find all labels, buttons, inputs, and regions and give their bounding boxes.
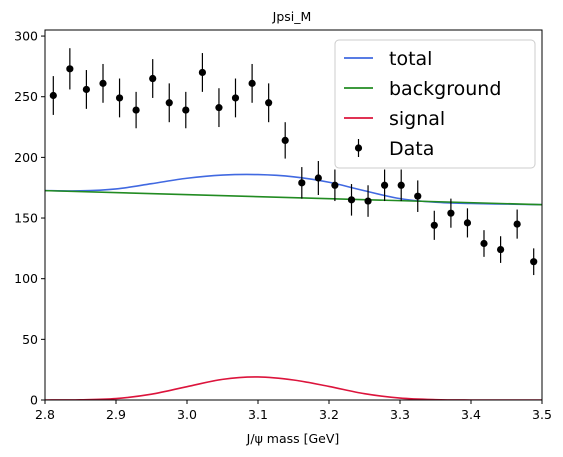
data-point [331, 181, 339, 189]
plot-frame [44, 29, 543, 401]
legend-box [334, 39, 536, 169]
data-point [513, 220, 521, 228]
x-tick-label: 2.8 [35, 407, 55, 422]
series-line-signal [45, 376, 542, 400]
x-tick-label: 3.0 [177, 407, 197, 422]
legend-label-signal: signal [389, 108, 445, 130]
series-line-total [45, 173, 542, 206]
legend: total background signal Data [334, 39, 536, 169]
x-tick-label: 3.1 [248, 407, 268, 422]
y-tick-label: 300 [14, 29, 38, 44]
y-tick-label: 250 [14, 89, 38, 104]
plot-area [45, 48, 542, 400]
y-tick-label: 50 [22, 332, 38, 347]
x-axis: 2.8 2.9 3.0 3.1 3.2 3.3 3.4 3.5 [35, 400, 552, 422]
data-point [49, 91, 57, 100]
y-tick-label: 0 [30, 393, 38, 408]
data-point [414, 192, 422, 200]
data-point [281, 136, 289, 144]
y-tick-label: 150 [14, 211, 38, 226]
legend-label-background: background [389, 78, 501, 100]
data-point [66, 65, 74, 73]
data-point [265, 99, 273, 107]
data-point [132, 106, 140, 114]
x-tick-label: 2.9 [106, 407, 126, 422]
data-point [364, 197, 372, 205]
data-point [480, 239, 488, 248]
data-point [82, 85, 90, 94]
y-axis: 0 50 100 150 200 250 300 [14, 29, 45, 408]
data-point [380, 181, 389, 189]
y-tick-label: 100 [14, 271, 38, 286]
data-point [463, 219, 472, 227]
x-tick-label: 3.2 [319, 407, 339, 422]
legend-label-total: total [389, 48, 432, 70]
data-point [314, 174, 322, 182]
data-point [347, 196, 356, 204]
legend-swatch-data [354, 144, 363, 152]
data-point [165, 99, 173, 107]
data-point [215, 104, 223, 112]
x-tick-label: 3.5 [532, 407, 552, 422]
data-point [182, 106, 190, 114]
data-point [149, 74, 157, 83]
x-tick-label: 3.4 [461, 407, 481, 422]
data-point [115, 94, 124, 102]
data-point [198, 68, 207, 77]
data-point [497, 245, 505, 254]
data-point [397, 181, 405, 189]
x-tick-label: 3.3 [390, 407, 410, 422]
data-point [99, 79, 107, 87]
chart-title: Jpsi_M [272, 9, 312, 24]
data-point [248, 79, 256, 87]
legend-label-data: Data [389, 138, 434, 160]
data-point [430, 221, 438, 229]
data-point [530, 258, 538, 266]
series-line-background [45, 189, 542, 206]
data-point [231, 94, 240, 102]
y-tick-label: 200 [14, 150, 38, 165]
data-point [447, 209, 455, 217]
data-point [298, 179, 306, 187]
x-axis-title: J/ψ mass [GeV] [246, 431, 340, 446]
